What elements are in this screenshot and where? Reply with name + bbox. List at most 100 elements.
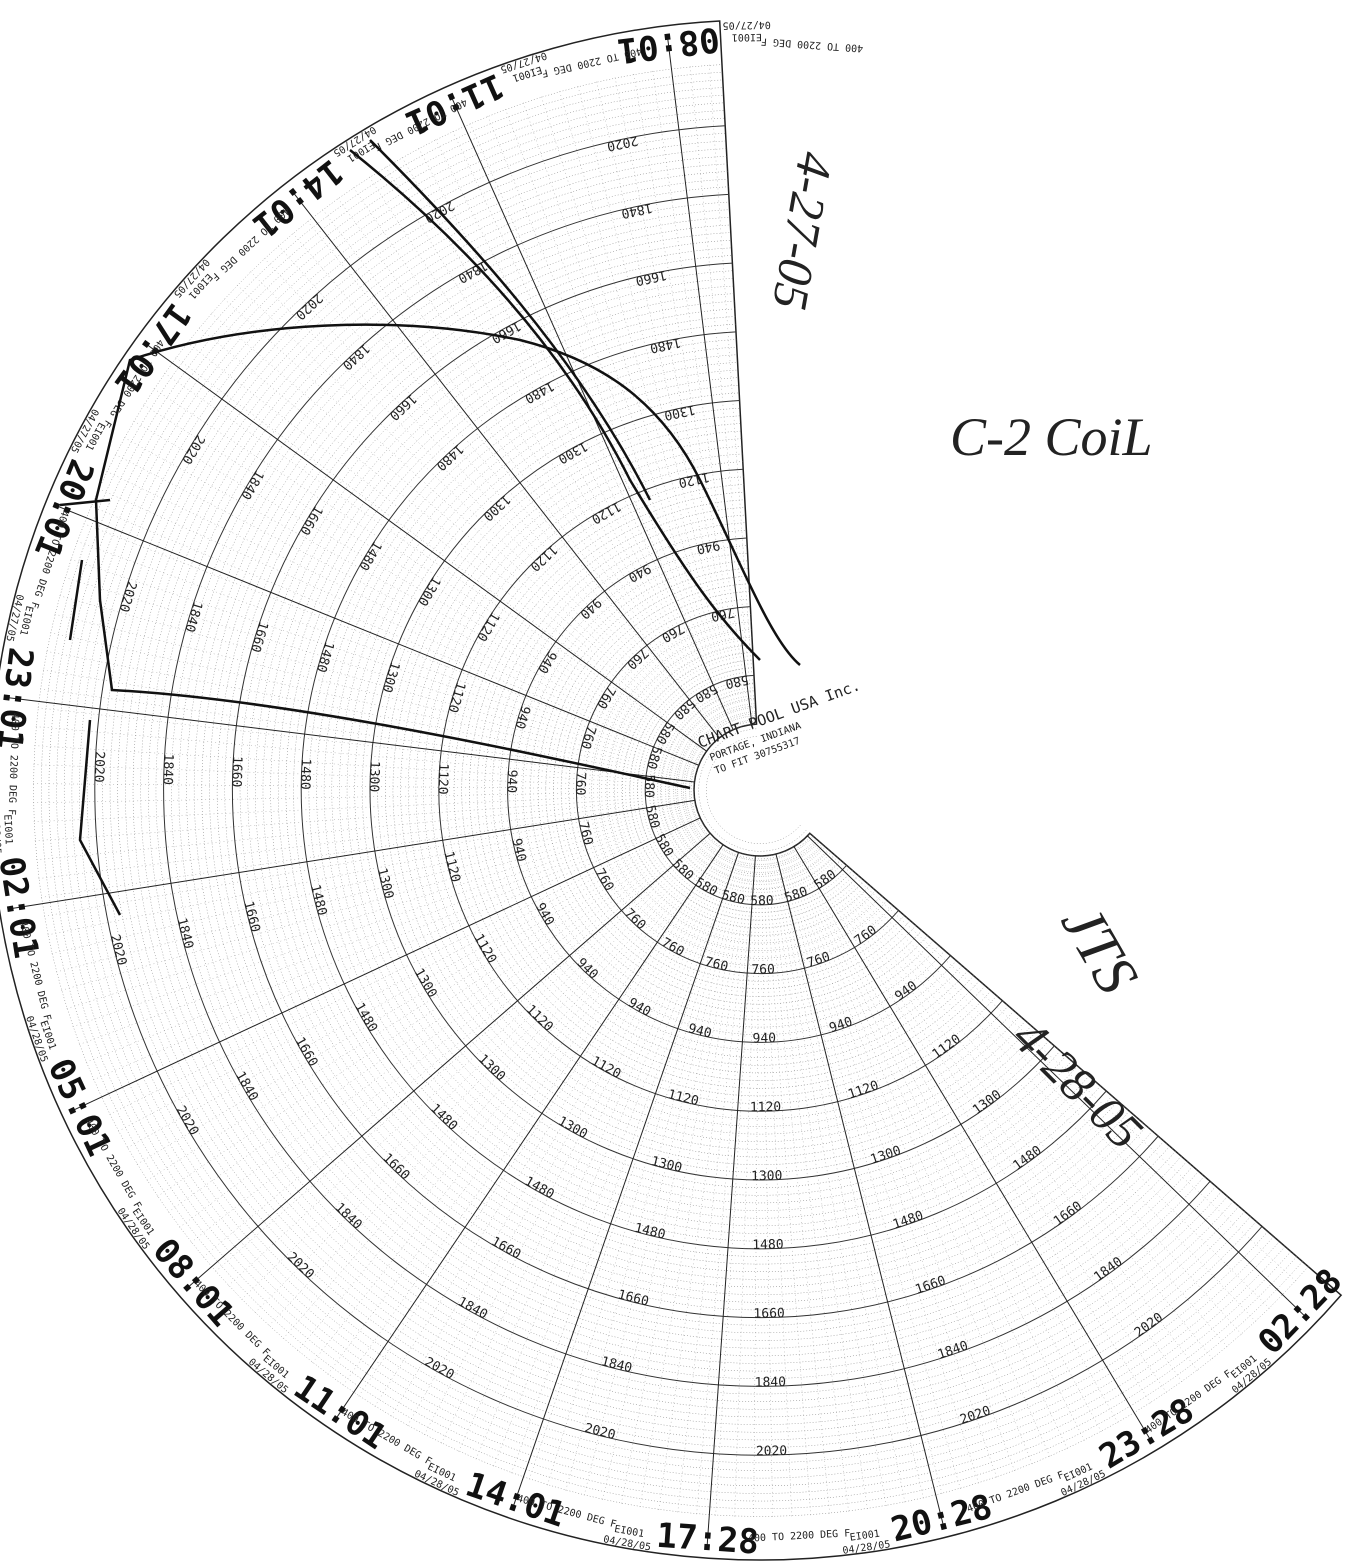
radial-minor: [766, 855, 831, 1517]
time-line: [186, 832, 711, 1289]
radial-minor: [47, 631, 696, 776]
time-line: [666, 35, 753, 725]
scale-label: 940: [827, 1014, 854, 1036]
major-circle: [575, 606, 899, 975]
scale-label: 1300: [374, 866, 396, 900]
radial-minor: [492, 851, 736, 1470]
scale-label: 940: [752, 1031, 776, 1046]
scale-label: 580: [643, 744, 664, 771]
radial-minor: [196, 325, 710, 749]
major-circle: [231, 262, 1159, 1319]
radial-minor: [280, 839, 717, 1342]
time-line: [291, 190, 720, 739]
scale-label: 1120: [434, 763, 450, 795]
radial-minor: [677, 855, 753, 1516]
radial-minor: [633, 71, 749, 726]
handwritten-date: 4-27-05: [762, 148, 845, 314]
time-line: [70, 817, 701, 1112]
radial-minor: [504, 106, 738, 729]
handwritten-initials: JTS: [1049, 894, 1151, 1005]
scale-label: 580: [642, 804, 662, 830]
time-line: [55, 504, 699, 766]
radial-minor: [44, 802, 696, 936]
radial-minor: [35, 797, 695, 880]
minor-circle: [56, 87, 1292, 1494]
minor-circle: [492, 522, 963, 1058]
radial-minor: [234, 282, 713, 745]
radial-minor: [90, 816, 700, 1082]
radial-minor: [208, 310, 711, 747]
minor-circle: [698, 728, 807, 852]
radial-minor: [356, 844, 724, 1399]
radial-minor: [51, 613, 697, 775]
minor-circle: [63, 94, 1286, 1487]
radial-minor: [400, 154, 728, 733]
minor-circle: [178, 209, 1199, 1372]
radial-minor: [383, 164, 727, 734]
tag-label: EI001: [1, 814, 14, 845]
scale-label: 580: [750, 894, 774, 909]
major-circle: [369, 400, 1055, 1181]
scale-label: 760: [575, 820, 595, 846]
radial-minor: [658, 855, 752, 1513]
minor-circle: [216, 247, 1170, 1334]
radial-minor: [434, 136, 731, 732]
scale-label: 760: [703, 955, 729, 975]
scale-label: 2020: [107, 933, 129, 967]
scale-label: 1480: [307, 883, 329, 917]
radial-minor: [83, 814, 699, 1064]
radial-minor: [213, 833, 711, 1274]
minor-circle: [41, 72, 1303, 1509]
time-line: [9, 799, 695, 910]
minor-circle: [148, 178, 1222, 1402]
scale-label: 1480: [752, 1237, 784, 1253]
scale-label: 1120: [666, 1087, 700, 1109]
major-circle: [507, 537, 951, 1043]
minor-circle: [346, 377, 1072, 1204]
radial-minor: [803, 839, 1244, 1337]
radial-minor: [33, 796, 695, 861]
scale-label: 1300: [649, 1154, 683, 1176]
radial-minor: [769, 855, 869, 1513]
radial-minor: [134, 823, 704, 1167]
minor-circle: [194, 224, 1188, 1356]
minor-circle: [377, 407, 1049, 1173]
scale-label: 1840: [755, 1375, 787, 1391]
radial-minor: [37, 799, 695, 899]
minor-circle: [109, 140, 1251, 1441]
minor-circle: [354, 385, 1067, 1196]
scale-label: 2020: [91, 751, 107, 783]
scale-label: 1840: [600, 1354, 634, 1376]
minor-circle: [86, 117, 1268, 1464]
radial-minor: [200, 832, 710, 1260]
time-line: [334, 844, 724, 1421]
radial-minor: [30, 790, 695, 803]
radial-minor: [290, 230, 718, 740]
radial-minor: [69, 811, 698, 1028]
radial-minor: [651, 67, 751, 725]
radial-minor: [151, 386, 706, 754]
minor-circle: [484, 514, 968, 1066]
radial-minor: [188, 830, 709, 1245]
radial-minor: [248, 269, 714, 744]
radial-minor: [31, 794, 695, 842]
minor-circle: [362, 392, 1061, 1188]
minor-circle: [583, 614, 893, 967]
radial-minor: [614, 74, 748, 726]
radial-minor: [790, 848, 1103, 1435]
range-label: 400 TO 2200 DEG F: [748, 1528, 851, 1544]
radial-minor: [792, 847, 1120, 1426]
minor-circle: [125, 155, 1240, 1425]
scale-label: 2020: [606, 132, 640, 153]
radial-minor: [451, 128, 733, 731]
major-circle: [300, 331, 1107, 1250]
radial-minor: [784, 851, 1034, 1467]
scale-label: 1480: [633, 1221, 667, 1243]
radial-minor: [53, 806, 697, 973]
minor-circle: [155, 186, 1217, 1395]
scale-label: 1480: [648, 334, 682, 355]
minor-circle: [140, 171, 1228, 1410]
radial-minor: [806, 836, 1272, 1311]
minor-circle: [453, 484, 992, 1097]
